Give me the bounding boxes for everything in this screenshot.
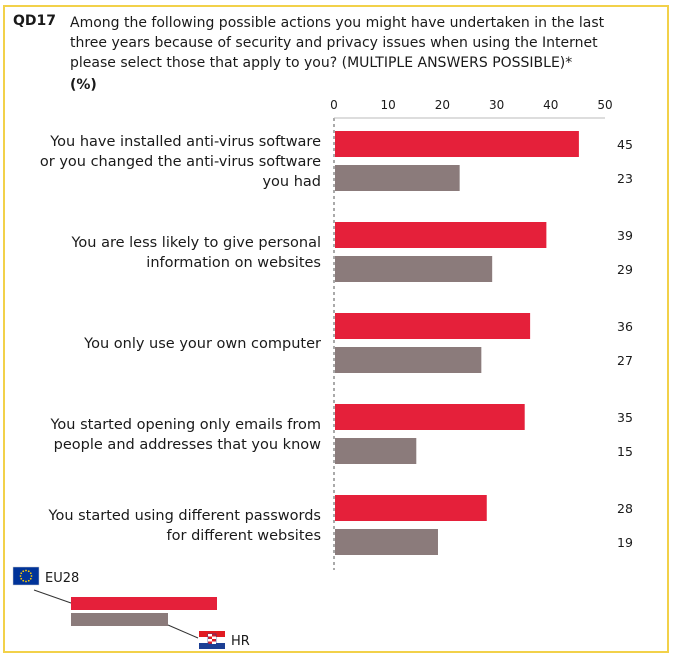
category-label-2: You are less likely to give personal info… [70, 235, 321, 271]
legend-hr-label: HR [231, 634, 250, 649]
bar-hr-2 [335, 256, 493, 282]
value-label-hr-4: 15 [617, 444, 633, 459]
croatia-flag-icon [199, 631, 225, 649]
bar-hr-3 [335, 347, 482, 373]
category-label-5: You started using different passwords for… [48, 508, 321, 544]
value-label-eu28-2: 39 [617, 228, 633, 243]
question-id: QD17 [13, 13, 57, 29]
bar-hr-5 [335, 529, 438, 555]
value-label-hr-5: 19 [617, 535, 633, 550]
legend-eu-swatch [71, 597, 217, 610]
value-label-eu28-3: 36 [617, 319, 633, 334]
x-tick-label-30: 30 [489, 98, 504, 112]
eu-flag-icon [12, 566, 40, 586]
x-tick-label-40: 40 [543, 98, 558, 112]
bar-eu28-2 [335, 222, 547, 248]
value-label-eu28-5: 28 [617, 501, 633, 516]
category-label-1: You have installed anti-virus software or… [40, 134, 321, 190]
question-text: Among the following possible actions you… [70, 15, 605, 71]
bar-eu28-3 [335, 313, 531, 339]
bar-hr-4 [335, 438, 417, 464]
value-label-hr-2: 29 [617, 262, 633, 277]
x-tick-label-0: 0 [330, 98, 338, 112]
value-label-hr-3: 27 [617, 353, 633, 368]
legend-hr-swatch [71, 613, 168, 626]
unit-label: (%) [70, 77, 97, 93]
x-tick-label-50: 50 [597, 98, 612, 112]
x-tick-label-10: 10 [381, 98, 396, 112]
value-label-eu28-1: 45 [617, 137, 633, 152]
value-label-hr-1: 23 [617, 171, 633, 186]
bar-hr-1 [335, 165, 460, 191]
bar-eu28-1 [335, 131, 579, 157]
category-label-3: You only use your own computer [83, 336, 321, 352]
legend-hr-connector [167, 624, 199, 639]
legend-eu-connector [33, 589, 72, 604]
bar-eu28-4 [335, 404, 525, 430]
value-label-eu28-4: 35 [617, 410, 633, 425]
category-label-4: You started opening only emails from peop… [49, 417, 321, 453]
legend-eu-label: EU28 [45, 571, 79, 586]
x-tick-label-20: 20 [435, 98, 450, 112]
bar-eu28-5 [335, 495, 487, 521]
